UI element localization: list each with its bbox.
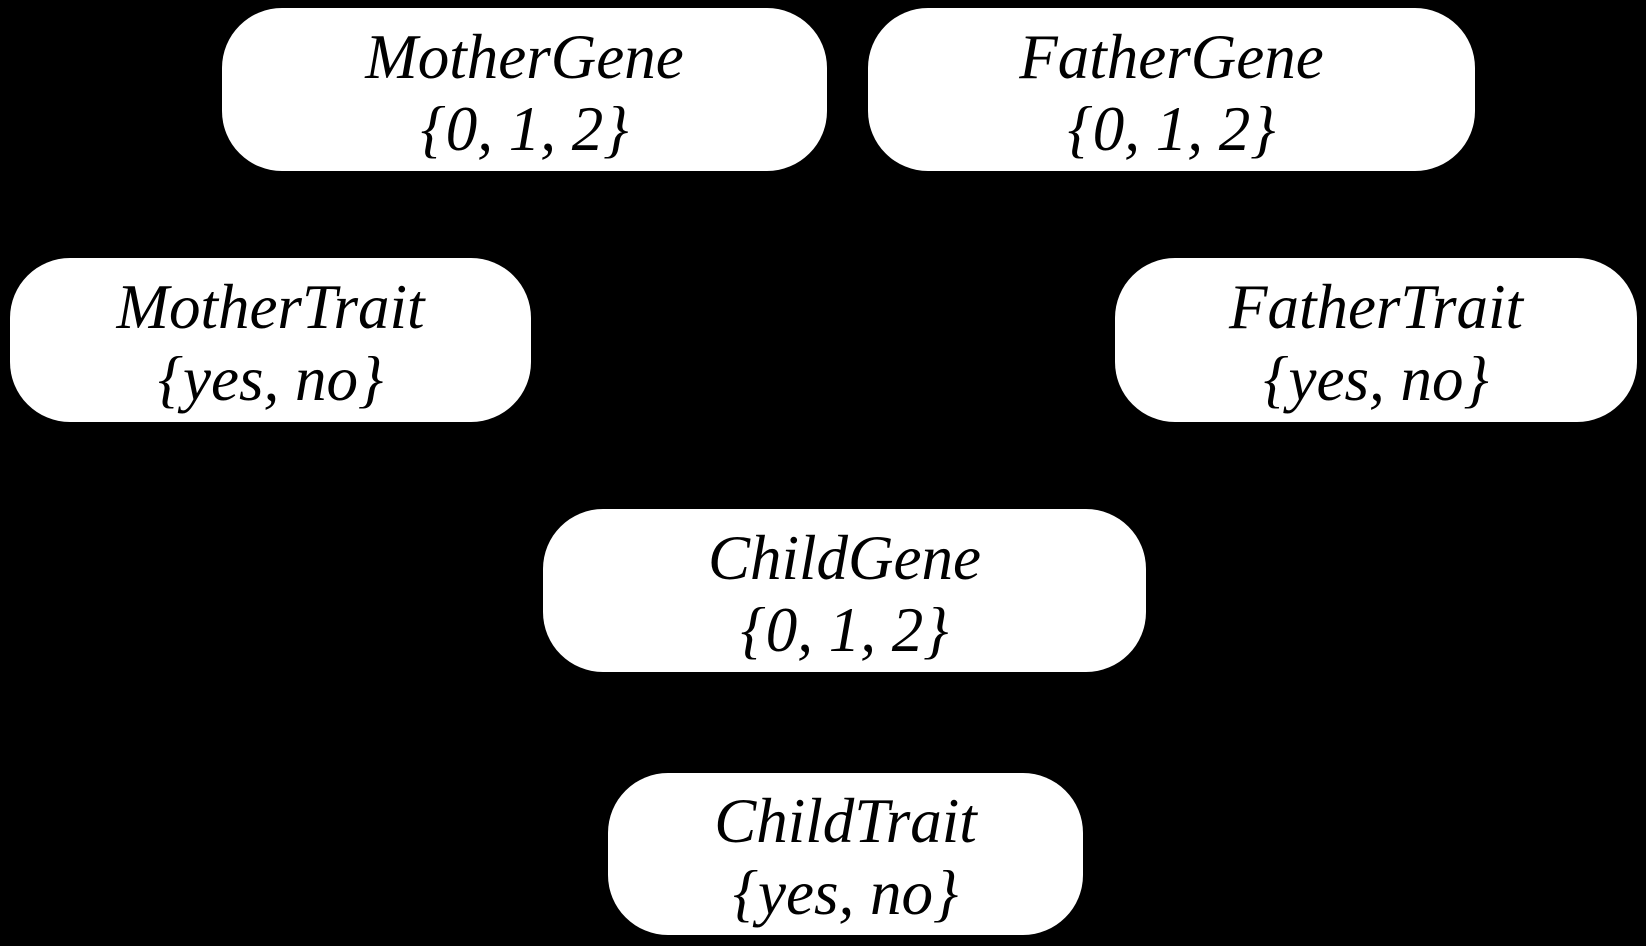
node-mothergene: MotherGene {0, 1, 2} (222, 8, 827, 171)
node-childgene-values: {0, 1, 2} (740, 594, 949, 665)
node-fathergene-title: FatherGene (1019, 21, 1324, 92)
node-childgene: ChildGene {0, 1, 2} (543, 509, 1146, 672)
node-mothertrait: MotherTrait {yes, no} (10, 258, 531, 422)
node-fathergene: FatherGene {0, 1, 2} (868, 8, 1475, 171)
node-mothertrait-title: MotherTrait (116, 272, 425, 342)
node-mothertrait-values: {yes, no} (157, 344, 384, 414)
node-fathertrait: FatherTrait {yes, no} (1115, 258, 1637, 422)
node-fathertrait-title: FatherTrait (1228, 272, 1524, 342)
node-childtrait-values: {yes, no} (732, 858, 959, 928)
node-fathergene-values: {0, 1, 2} (1067, 93, 1276, 164)
node-mothergene-title: MotherGene (365, 21, 684, 92)
node-childgene-title: ChildGene (708, 522, 981, 593)
node-fathertrait-values: {yes, no} (1263, 344, 1489, 414)
node-childtrait-title: ChildTrait (714, 786, 977, 856)
node-childtrait: ChildTrait {yes, no} (608, 773, 1083, 935)
node-mothergene-values: {0, 1, 2} (420, 93, 629, 164)
